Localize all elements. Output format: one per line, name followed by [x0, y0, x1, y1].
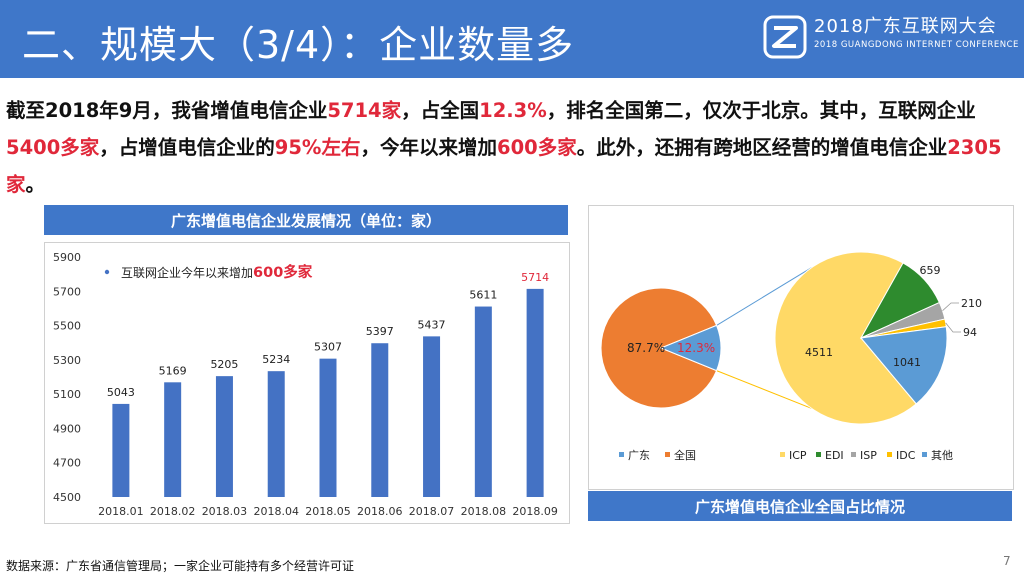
bar-value-label: 5437: [418, 318, 446, 331]
page-title: 二、规模大（3/4）：企业数量多: [22, 23, 575, 67]
x-tick-label: 2018.03: [202, 505, 248, 518]
pie-data-label: 1041: [893, 356, 921, 369]
intro-highlight: 2305家: [6, 136, 1002, 196]
pie-connector-line: [716, 267, 812, 326]
legend-isp-swatch: [851, 452, 856, 457]
bar: [371, 343, 389, 497]
y-tick-label: 4500: [53, 491, 81, 504]
bar-annotation-prefix: 互联网企业今年以来增加: [121, 265, 253, 280]
bar: [112, 403, 130, 497]
intro-paragraph: 截至2018年9月，我省增值电信企业5714家，占全国12.3%，排名全国第二，…: [6, 92, 1018, 203]
y-tick-label: 5500: [53, 320, 81, 333]
header-bar: [0, 0, 1024, 78]
legend-edi-swatch: [816, 452, 821, 457]
intro-text: ，今年以来增加: [360, 136, 497, 159]
y-tick-label: 5300: [53, 354, 81, 367]
legend-icp: ICP: [789, 449, 807, 462]
x-tick-label: 2018.08: [461, 505, 507, 518]
bar: [526, 288, 544, 497]
pie-data-label: 210: [961, 297, 982, 310]
bar-annotation: 互联网企业今年以来增加600多家: [121, 263, 313, 281]
bar-value-label: 5169: [159, 364, 187, 377]
y-tick-label: 5700: [53, 285, 81, 298]
legend-nationwide-swatch: [665, 452, 670, 457]
intro-text: 。: [25, 173, 46, 196]
annotation-bullet: [104, 269, 110, 275]
bar: [423, 336, 441, 497]
pie-chart-footer: 广东增值电信企业全国占比情况: [588, 491, 1012, 521]
logo-subtitle: 2018 GUANGDONG INTERNET CONFERENCE: [814, 40, 1019, 50]
pie-slice-other: [860, 326, 948, 405]
pie-data-label: 94: [963, 326, 977, 339]
bar-value-label: 5205: [210, 358, 238, 371]
x-tick-label: 2018.07: [409, 505, 455, 518]
bar-value-label: 5307: [314, 341, 342, 354]
bar-annotation-highlight: 600多家: [253, 263, 313, 281]
y-tick-label: 4900: [53, 422, 81, 435]
conference-logo: 2018广东互联网大会 2018 GUANGDONG INTERNET CONF…: [762, 10, 1018, 66]
intro-text: ，占全国: [401, 99, 480, 122]
legend-nationwide: 全国: [674, 448, 696, 462]
bar: [319, 358, 337, 497]
bar-chart-header: 广东增值电信企业发展情况（单位：家）: [44, 205, 568, 235]
conference-logo-icon: [763, 15, 807, 59]
bar: [215, 376, 233, 497]
legend-edi: EDI: [825, 449, 844, 462]
pie-leader-line: [942, 302, 959, 311]
legend-guangdong: 广东: [628, 449, 650, 462]
bar-value-label: 5043: [107, 386, 135, 399]
x-tick-label: 2018.06: [357, 505, 403, 518]
pie-slice-nationwide: [600, 287, 718, 409]
x-tick-label: 2018.01: [98, 505, 144, 518]
x-tick-label: 2018.02: [150, 505, 196, 518]
bar-value-label: 5234: [262, 353, 290, 366]
intro-text: ，排名全国第二，仅次于北京。其中，互联网企业: [546, 99, 976, 122]
bar: [267, 371, 285, 497]
intro-highlight: 12.3%: [479, 99, 547, 122]
bar-value-label: 5714: [521, 271, 549, 284]
bar-chart-panel: 4500 4700 4900 5100 5300 5500 5700 5900 5043 516…: [44, 242, 570, 524]
bar-chart: 4500 4700 4900 5100 5300 5500 5700 5900 5043 516…: [53, 251, 558, 518]
pie-data-label: 4511: [805, 346, 833, 359]
bar-value-label: 5397: [366, 325, 394, 338]
legend-guangdong-swatch: [619, 452, 624, 457]
pie-charts: 87.7% 12.3% 4511 1041 659 210 94 广东 全国 ICP EDI ISP…: [600, 251, 982, 462]
pie-label-guangdong: 12.3%: [677, 341, 715, 355]
intro-text: 截至2018年9月，我省增值电信企业: [6, 99, 328, 122]
page-number: 7: [1003, 554, 1011, 568]
intro-text: ，占增值电信企业的: [99, 136, 275, 159]
y-tick-label: 5900: [53, 251, 81, 264]
pie-leader-line: [945, 322, 961, 333]
pie-data-label: 659: [920, 264, 941, 277]
y-tick-label: 4700: [53, 457, 81, 470]
intro-highlight: 95%左右: [274, 136, 361, 159]
intro-text: 。此外，还拥有跨地区经营的增值电信企业: [576, 136, 948, 159]
y-tick-label: 5100: [53, 388, 81, 401]
pie-connector-line: [716, 370, 812, 409]
intro-highlight: 5400多家: [6, 136, 100, 159]
legend-icp-swatch: [780, 452, 785, 457]
bar: [164, 382, 182, 497]
legend-isp: ISP: [860, 449, 877, 462]
intro-highlight: 600多家: [497, 136, 577, 159]
bar-value-label: 5611: [469, 289, 497, 302]
legend-idc: IDC: [896, 449, 916, 462]
pie-slice-icp: [774, 251, 917, 425]
legend-other-swatch: [922, 452, 927, 457]
pie-slice-guangdong: [659, 324, 722, 372]
data-source-note: 数据来源：广东省通信管理局；一家企业可能持有多个经营许可证: [6, 559, 355, 573]
x-tick-label: 2018.04: [253, 505, 299, 518]
intro-highlight: 5714家: [327, 99, 402, 122]
x-tick-label: 2018.09: [512, 505, 558, 518]
legend-other: 其他: [931, 449, 953, 462]
logo-title: 2018广东互联网大会: [814, 16, 997, 37]
x-tick-label: 2018.05: [305, 505, 351, 518]
legend-idc-swatch: [887, 452, 892, 457]
pie-chart-panel: 87.7% 12.3% 4511 1041 659 210 94 广东 全国 ICP EDI ISP…: [588, 205, 1014, 490]
bar: [474, 306, 492, 497]
pie-label-nationwide: 87.7%: [627, 341, 665, 355]
